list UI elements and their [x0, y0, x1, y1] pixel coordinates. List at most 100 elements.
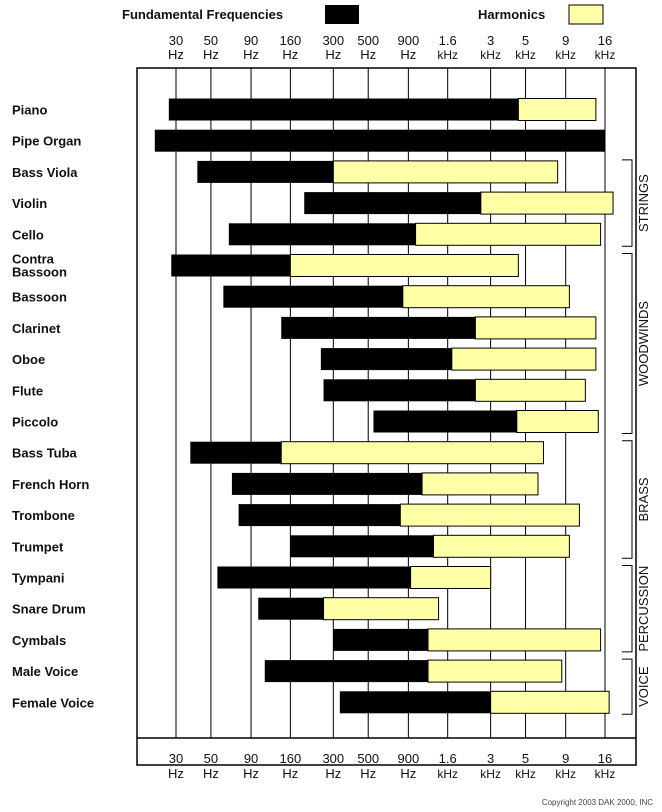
group-label: PERCUSSION [636, 566, 651, 652]
fundamental-bar [333, 628, 429, 651]
instrument-label: Piccolo [12, 415, 58, 430]
harmonics-bar [516, 410, 599, 433]
fundamental-bar [264, 660, 429, 683]
instrument-label: Contra [12, 252, 55, 267]
fundamental-bar [320, 348, 452, 371]
tick-label-top: 3 [487, 33, 494, 48]
harmonics-bar [402, 285, 570, 309]
tick-label-top: 900 [398, 33, 420, 48]
harmonics-bar [474, 378, 586, 402]
tick-unit-bottom: kHz [515, 767, 536, 781]
tick-label-top: 160 [280, 33, 302, 48]
tick-unit-top: kHz [437, 48, 458, 62]
tick-unit-top: Hz [325, 47, 341, 62]
instrument-label: Flute [12, 383, 43, 398]
group-label: WOODWINDS [636, 301, 651, 387]
tick-unit-bottom: kHz [595, 767, 616, 781]
instrument-label: Trumpet [12, 539, 64, 554]
harmonics-bar [427, 659, 563, 683]
tick-label-bottom: 30 [169, 751, 183, 766]
instrument-label: Bassoon [12, 290, 67, 305]
fundamental-bar [168, 98, 519, 121]
instrument-label: Piano [12, 103, 47, 118]
tick-unit-top: Hz [282, 47, 298, 62]
harmonics-bar [474, 316, 597, 340]
tick-unit-top: kHz [515, 48, 536, 62]
instrument-label: Violin [12, 196, 47, 211]
tick-unit-bottom: Hz [243, 766, 259, 781]
plot-frame [136, 67, 637, 766]
fundamental-bar [238, 504, 401, 527]
tick-unit-top: Hz [168, 47, 184, 62]
tick-unit-bottom: Hz [360, 766, 376, 781]
tick-label-bottom: 90 [244, 751, 258, 766]
fundamental-bar [217, 566, 411, 589]
group-bracket [622, 565, 633, 653]
tick-unit-top: Hz [400, 47, 416, 62]
group-bracket [622, 658, 633, 715]
tick-label-top: 90 [244, 33, 258, 48]
tick-unit-top: kHz [595, 48, 616, 62]
instrument-label: Tympani [12, 571, 65, 586]
tick-unit-top: Hz [203, 47, 219, 62]
fundamental-bar [290, 535, 434, 558]
tick-label-bottom: 50 [204, 751, 218, 766]
tick-label-bottom: 3 [487, 751, 494, 766]
group-bracket [622, 253, 633, 434]
instrument-label: Clarinet [12, 321, 61, 336]
fundamental-bar [304, 192, 481, 215]
tick-unit-top: Hz [360, 47, 376, 62]
instrument-label: Snare Drum [12, 602, 86, 617]
instrument-label: Bassoon [12, 265, 67, 280]
harmonics-bar [323, 597, 440, 621]
fundamental-bar [171, 254, 291, 277]
tick-unit-bottom: Hz [282, 766, 298, 781]
tick-label-top: 9 [562, 33, 569, 48]
fundamental-bar [228, 223, 416, 246]
fundamental-bar [339, 691, 491, 714]
instrument-label: French Horn [12, 477, 89, 492]
tick-unit-top: kHz [555, 48, 576, 62]
instrument-label: Cello [12, 227, 44, 242]
fundamental-bar [223, 285, 403, 308]
harmonics-bar [517, 98, 597, 121]
tick-unit-bottom: Hz [400, 766, 416, 781]
harmonics-bar [280, 441, 544, 465]
group-label: STRINGS [636, 174, 651, 232]
harmonics-bar [415, 222, 602, 246]
copyright-text: Copyright 2003 DAK 2000, INC [542, 798, 653, 807]
tick-label-top: 300 [322, 33, 344, 48]
group-label: BRASS [636, 477, 651, 521]
legend-harmonics-swatch [568, 4, 604, 25]
tick-unit-top: kHz [480, 48, 501, 62]
harmonics-bar [332, 160, 559, 184]
harmonics-bar [427, 628, 602, 652]
instrument-label: Male Voice [12, 664, 78, 679]
fundamental-bar [231, 472, 423, 495]
harmonics-bar [410, 566, 492, 589]
instrument-label: Oboe [12, 352, 45, 367]
tick-label-top: 5 [522, 33, 529, 48]
legend-fundamental-swatch [325, 5, 359, 24]
group-bracket [622, 440, 633, 559]
fundamental-bar [373, 410, 517, 433]
tick-unit-bottom: Hz [168, 766, 184, 781]
fundamental-bar [323, 379, 476, 402]
fundamental-bar [190, 441, 282, 464]
harmonics-bar [399, 503, 580, 527]
fundamental-bar [154, 129, 605, 152]
tick-label-bottom: 160 [280, 751, 302, 766]
tick-label-bottom: 300 [322, 751, 344, 766]
harmonics-bar [432, 534, 570, 558]
harmonics-bar [421, 472, 539, 496]
tick-unit-bottom: Hz [325, 766, 341, 781]
tick-unit-bottom: kHz [555, 767, 576, 781]
tick-label-bottom: 16 [598, 751, 612, 766]
tick-unit-bottom: kHz [480, 767, 501, 781]
tick-label-bottom: 900 [398, 751, 420, 766]
legend-harmonics-label: Harmonics [478, 7, 545, 22]
tick-label-top: 16 [598, 33, 612, 48]
fundamental-bar [197, 160, 334, 183]
instrument-label: Bass Tuba [12, 446, 78, 461]
